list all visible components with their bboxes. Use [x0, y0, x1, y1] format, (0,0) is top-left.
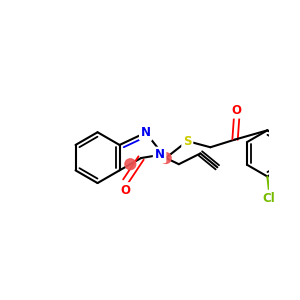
Text: N: N [141, 126, 151, 139]
Circle shape [160, 153, 171, 164]
Circle shape [125, 159, 136, 170]
Text: O: O [232, 104, 242, 117]
Text: Cl: Cl [262, 192, 275, 205]
Text: O: O [121, 184, 131, 197]
Text: N: N [154, 148, 165, 161]
Text: S: S [183, 135, 192, 148]
